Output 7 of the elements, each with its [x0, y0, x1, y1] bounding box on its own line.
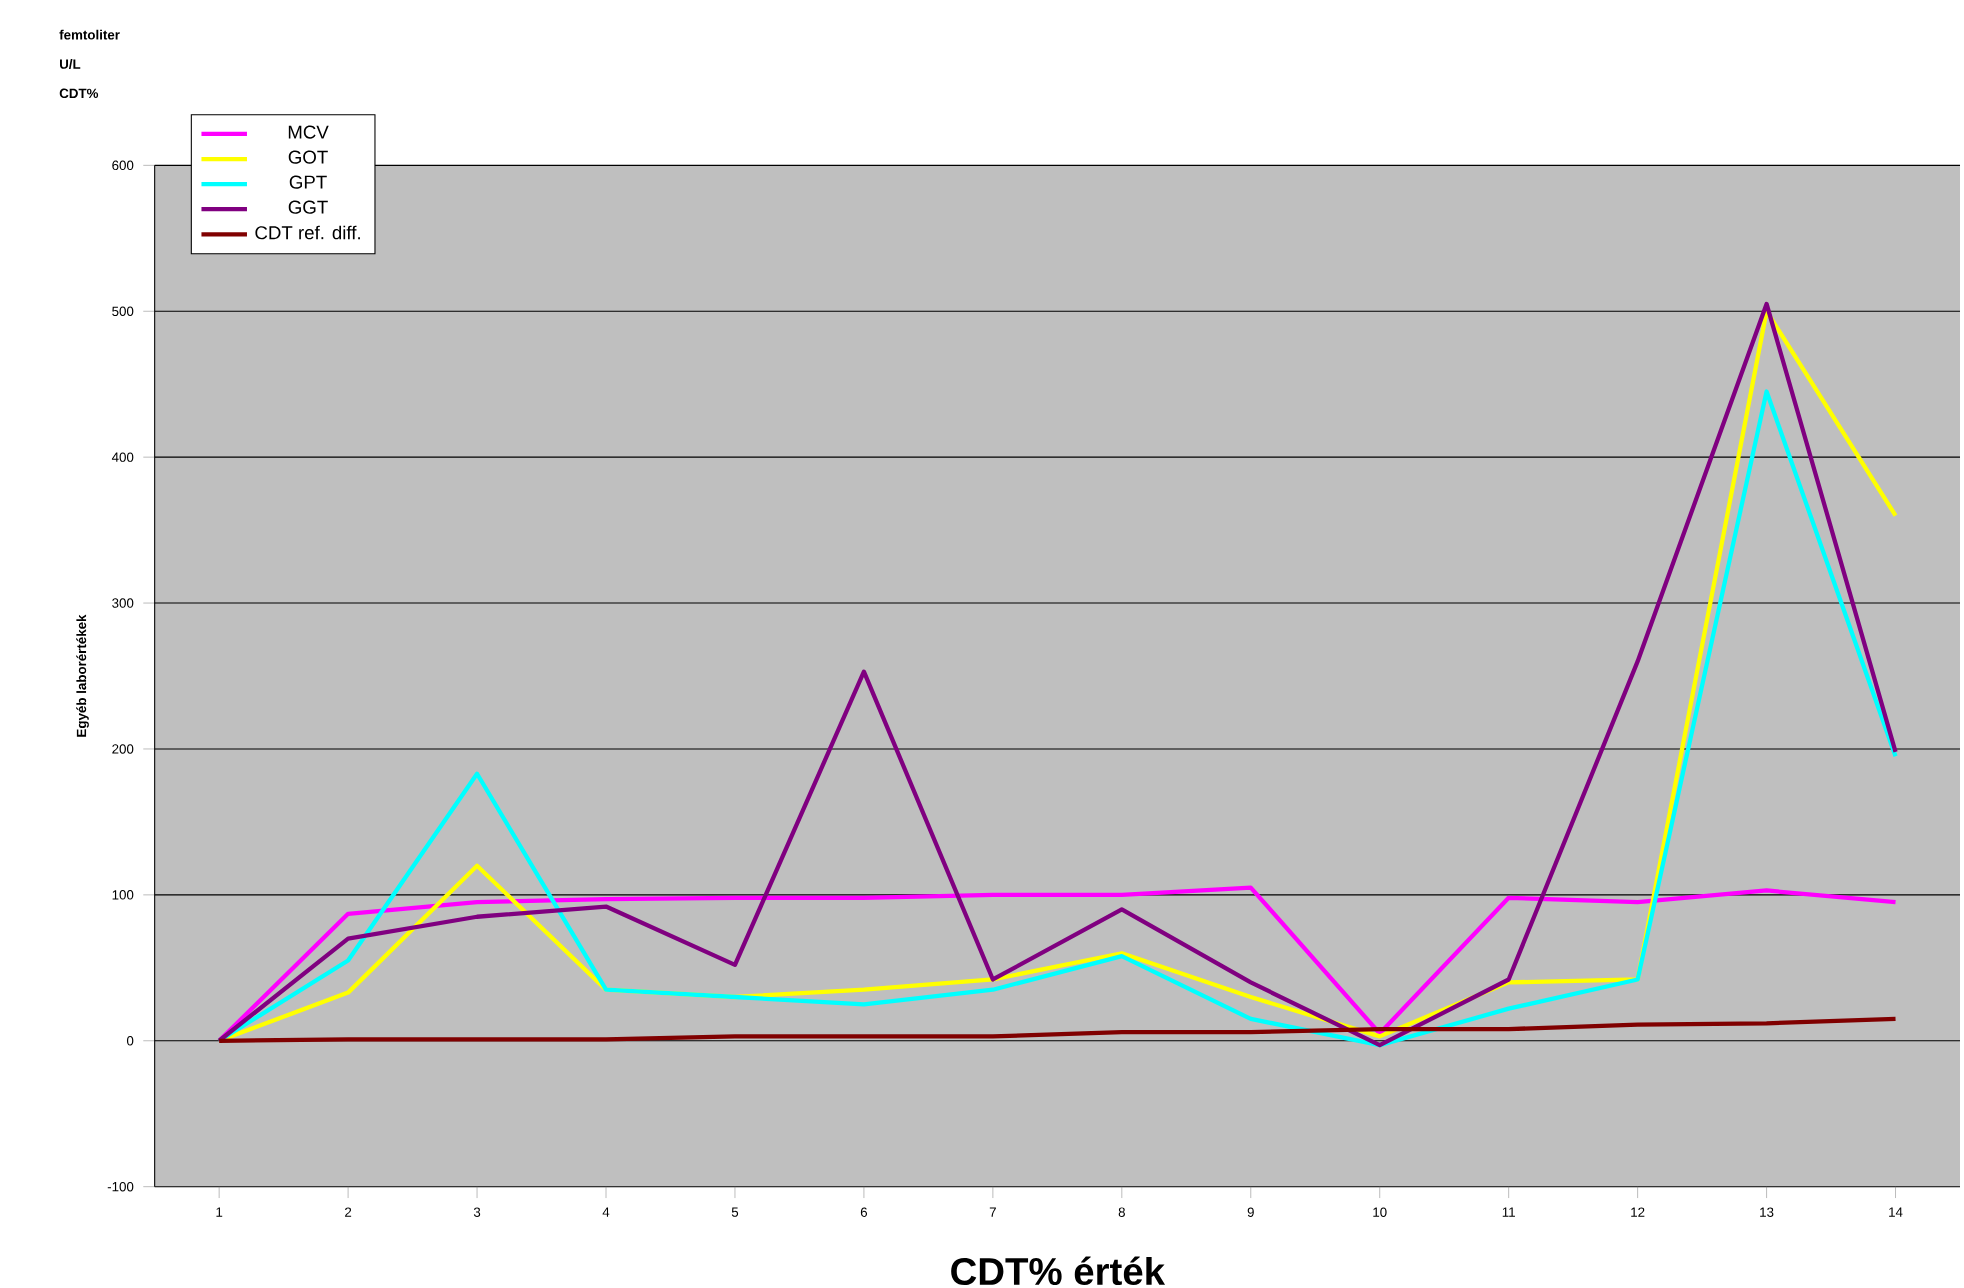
legend-label: GPT — [289, 175, 327, 189]
legend-label: MCV — [288, 125, 329, 139]
x-axis-title: CDT% érték — [951, 1256, 1166, 1286]
legend-label: GOT — [288, 150, 328, 164]
legend-label: CDT ref. diff. — [255, 225, 360, 240]
legend-label: GGT — [288, 200, 328, 214]
line-series — [217, 885, 1898, 1043]
